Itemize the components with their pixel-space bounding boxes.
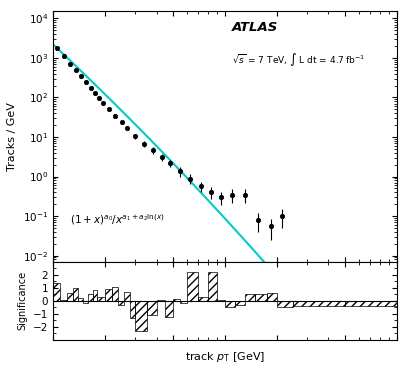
Bar	[83, 301, 88, 303]
Bar	[173, 299, 180, 301]
Bar	[60, 299, 67, 301]
Bar	[93, 290, 97, 301]
Bar	[235, 301, 245, 305]
Bar	[97, 297, 105, 301]
Bar	[88, 295, 93, 301]
Bar	[147, 301, 157, 315]
Bar	[180, 301, 187, 303]
Bar	[73, 288, 78, 301]
Bar	[165, 301, 173, 317]
Bar	[124, 292, 130, 301]
Bar	[225, 301, 235, 308]
Bar	[67, 293, 73, 301]
Bar	[276, 301, 293, 308]
Bar	[112, 286, 119, 301]
Bar	[130, 301, 135, 318]
Bar	[208, 272, 217, 301]
Bar	[245, 295, 255, 301]
Bar	[119, 301, 124, 305]
Bar	[293, 301, 345, 306]
X-axis label: track $p_{\rm T}$ [GeV]: track $p_{\rm T}$ [GeV]	[185, 350, 265, 364]
Bar	[255, 295, 267, 301]
Bar	[135, 301, 147, 331]
Bar	[217, 299, 225, 301]
Bar	[105, 289, 112, 301]
Text: $(1+x)^{a_0}/x^{a_1+a_2\ln(x)}$: $(1+x)^{a_0}/x^{a_1+a_2\ln(x)}$	[70, 212, 165, 227]
Bar	[78, 298, 83, 301]
Y-axis label: Significance: Significance	[17, 271, 27, 330]
Bar	[187, 272, 198, 301]
Text: $\sqrt{s}$ = 7 TeV, $\int$ L dt = 4.7 fb$^{-1}$: $\sqrt{s}$ = 7 TeV, $\int$ L dt = 4.7 fb…	[232, 52, 365, 68]
Y-axis label: Tracks / GeV: Tracks / GeV	[7, 102, 17, 171]
Bar	[267, 293, 276, 301]
Bar	[198, 297, 208, 301]
Bar	[53, 283, 60, 301]
Bar	[157, 299, 165, 301]
Bar	[345, 301, 397, 306]
Text: ATLAS: ATLAS	[232, 21, 278, 34]
